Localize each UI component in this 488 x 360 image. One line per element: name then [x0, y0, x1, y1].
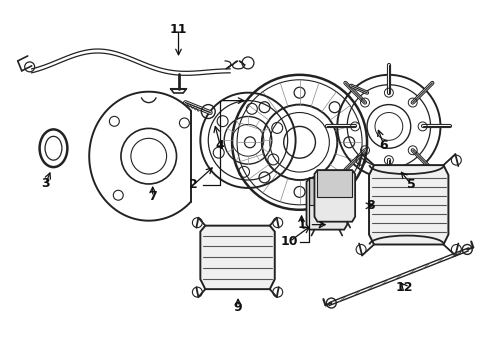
Text: 3: 3: [41, 177, 50, 190]
Text: 10: 10: [280, 235, 298, 248]
Polygon shape: [317, 170, 351, 197]
Text: 12: 12: [395, 281, 413, 294]
Polygon shape: [314, 170, 354, 222]
Text: 6: 6: [379, 139, 387, 152]
Polygon shape: [368, 165, 447, 244]
Text: 2: 2: [189, 179, 197, 192]
Polygon shape: [306, 178, 346, 230]
Polygon shape: [200, 226, 274, 289]
Text: 9: 9: [233, 301, 242, 314]
Text: 8: 8: [366, 199, 375, 212]
Text: 5: 5: [407, 179, 415, 192]
Polygon shape: [309, 178, 344, 205]
Text: 1: 1: [297, 218, 305, 231]
Text: 11: 11: [169, 23, 187, 36]
Text: 7: 7: [148, 190, 157, 203]
Text: 4: 4: [215, 139, 224, 152]
